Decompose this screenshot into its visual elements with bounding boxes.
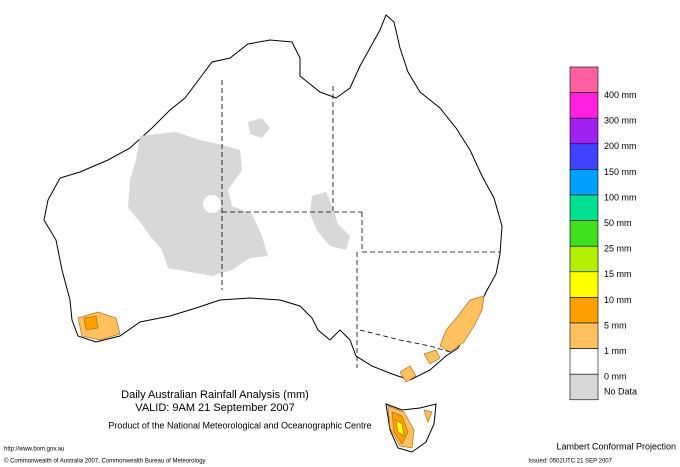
map-title: Daily Australian Rainfall Analysis (mm) <box>121 389 309 401</box>
legend-swatch <box>569 117 599 145</box>
issued: Issued: 0502UTC 21 SEP 2007 <box>528 459 612 465</box>
projection: Lambert Conformal Projection <box>556 441 676 451</box>
legend-swatch <box>569 373 599 401</box>
legend: 400 mm 300 mm 200 mm 150 mm 100 mm 50 mm 25 mm… <box>569 66 637 401</box>
legend-swatch <box>569 194 599 221</box>
valid-time: VALID: 9AM 21 September 2007 <box>135 402 294 414</box>
legend-swatch <box>569 245 599 273</box>
rain-area <box>439 295 485 353</box>
legend-label: 15 mm <box>604 269 632 279</box>
legend-label: 0 mm <box>604 372 627 382</box>
legend-swatch <box>569 169 599 196</box>
product: Product of the National Meteorological a… <box>108 420 371 430</box>
legend-label: 150 mm <box>604 167 637 177</box>
map <box>43 14 503 453</box>
legend-swatch <box>569 322 599 349</box>
state-border <box>221 80 500 368</box>
legend-label: 50 mm <box>604 218 632 228</box>
legend-label: 25 mm <box>604 244 632 254</box>
no-data-area <box>248 118 270 138</box>
legend-label: 200 mm <box>604 141 637 151</box>
legend-swatch <box>569 220 599 247</box>
rain-area <box>83 315 99 331</box>
legend-swatch <box>569 92 599 119</box>
legend-label: 300 mm <box>604 116 637 126</box>
rain-area <box>395 419 405 437</box>
rain-area <box>423 349 441 365</box>
mainland <box>43 14 503 381</box>
gap <box>203 195 221 213</box>
no-data-area <box>310 192 350 250</box>
legend-swatch <box>569 297 599 324</box>
rain-area <box>399 365 417 383</box>
legend-swatch <box>569 143 599 170</box>
url: http://www.bom.gov.au <box>4 447 64 453</box>
legend-swatch <box>569 271 599 298</box>
legend-label: 1 mm <box>604 346 627 356</box>
copyright: © Commonwealth of Australia 2007, Common… <box>4 458 206 465</box>
legend-swatch <box>569 66 599 93</box>
legend-label: 5 mm <box>604 320 627 330</box>
legend-label: 400 mm <box>604 90 637 100</box>
legend-swatch <box>569 348 599 375</box>
no-data-area <box>128 132 268 276</box>
legend-label: 10 mm <box>604 295 632 305</box>
rain-area <box>423 409 433 424</box>
legend-label: No Data <box>604 386 637 396</box>
legend-label: 100 mm <box>604 192 637 202</box>
